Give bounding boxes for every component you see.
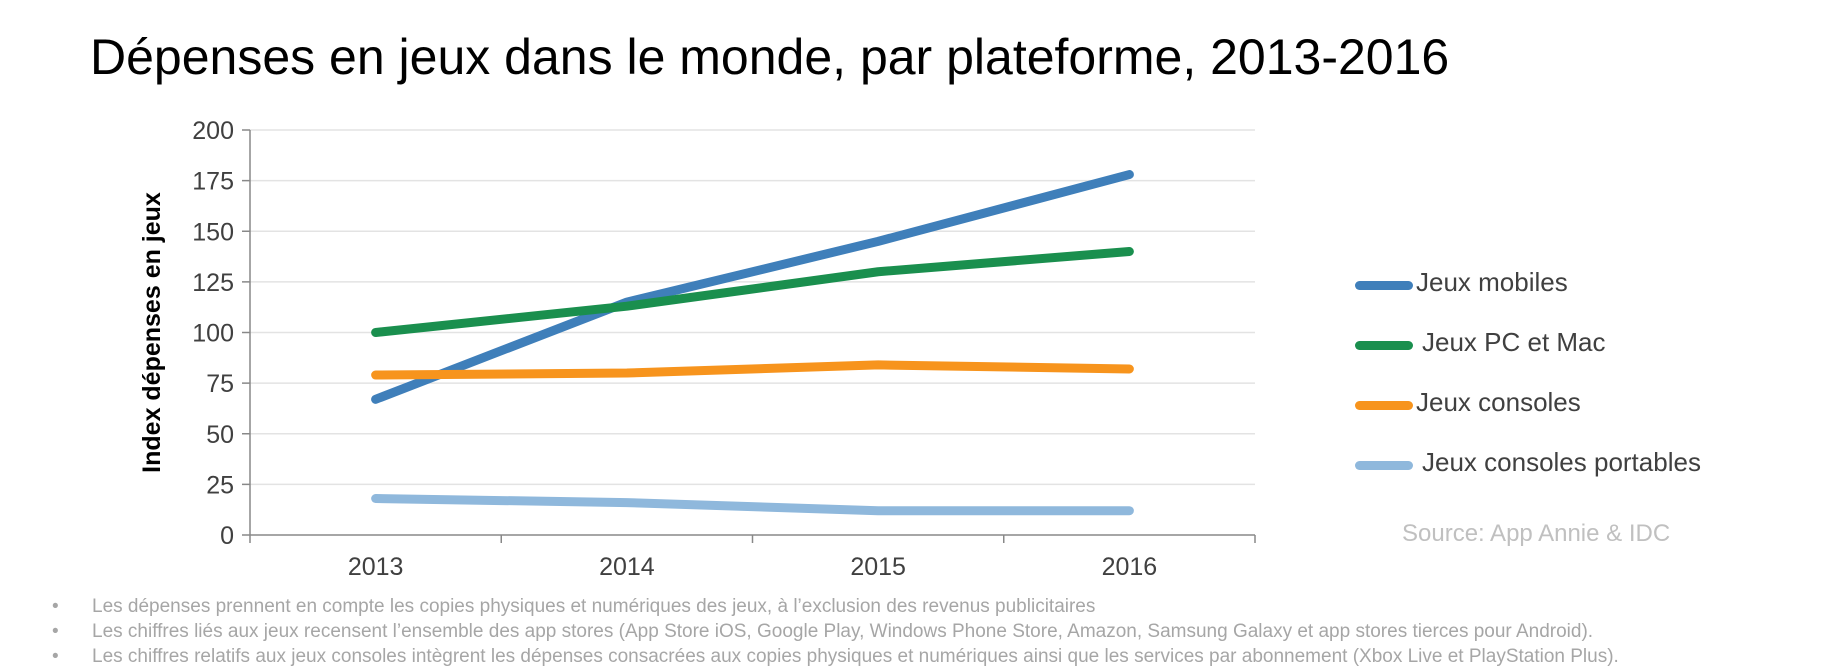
series-lines [371,170,1134,516]
y-tick-label: 100 [192,320,234,348]
series-line-jeux-pc-et-mac [371,247,1134,337]
y-tick-label: 50 [206,421,234,449]
footnote: • Les chiffres relatifs aux jeux console… [52,644,1619,669]
x-tick-labels: 2013 2014 2015 2016 [348,553,1157,581]
legend-label: Jeux consoles [1416,387,1581,417]
chart-title: Dépenses en jeux dans le monde, par plat… [90,29,1450,85]
legend-swatch-jeux-consoles-portables [1355,461,1413,470]
x-tick-label: 2015 [850,553,906,581]
footnotes: • Les dépenses prennent en compte les co… [52,594,1619,669]
bullet-icon: • [52,621,59,642]
legend-swatch-jeux-pc-mac [1355,341,1413,350]
y-tick-label: 200 [192,117,234,145]
bullet-icon: • [52,646,59,667]
legend-label: Jeux mobiles [1416,267,1568,297]
y-tick-label: 0 [220,522,234,550]
series-line-jeux-consoles [371,360,1134,380]
y-tick-label: 150 [192,218,234,246]
x-tick-label: 2014 [599,553,655,581]
footnote: • Les chiffres liés aux jeux recensent l… [52,619,1619,644]
legend-label: Jeux consoles portables [1422,447,1701,477]
legend-label: Jeux PC et Mac [1422,327,1606,357]
footnote-text: Les chiffres relatifs aux jeux consoles … [92,646,1619,667]
bullet-icon: • [52,596,59,617]
x-tick-label: 2013 [348,553,404,581]
y-tick-labels: 0 25 50 75 100 125 150 175 200 [192,117,234,550]
legend-swatch-jeux-mobiles [1355,281,1413,290]
series-line-jeux-mobiles [371,170,1134,404]
footnote-text: Les chiffres liés aux jeux recensent l’e… [92,621,1594,642]
x-tick-label: 2016 [1102,553,1158,581]
axes [242,129,1256,543]
y-tick-label: 175 [192,168,234,196]
y-tick-label: 25 [206,471,234,499]
footnote-text: Les dépenses prennent en compte les copi… [92,596,1096,617]
y-tick-label: 75 [206,370,234,398]
footnote: • Les dépenses prennent en compte les co… [52,594,1619,619]
y-tick-label: 125 [192,269,234,297]
legend-swatch-jeux-consoles [1355,401,1413,410]
y-axis-label: Index dépenses en jeux [138,192,166,473]
series-line-jeux-consoles-portables [371,494,1134,516]
source-note: Source: App Annie & IDC [1402,520,1671,547]
